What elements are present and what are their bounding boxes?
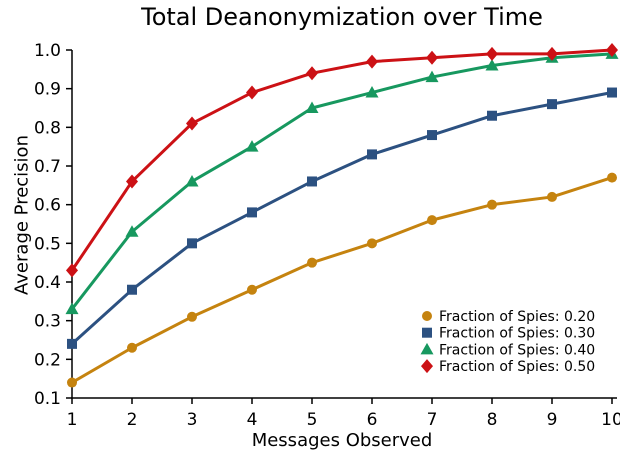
data-point-marker — [486, 46, 498, 61]
y-tick-label: 0.7 — [34, 157, 61, 177]
x-tick-label: 5 — [307, 410, 318, 430]
series-line — [70, 52, 614, 311]
data-point-marker — [126, 174, 138, 189]
data-point-marker — [125, 225, 139, 237]
data-point-marker — [187, 311, 197, 322]
series-line — [70, 176, 614, 385]
data-point-marker — [247, 284, 257, 295]
data-point-marker — [187, 238, 197, 249]
x-tick-label: 3 — [187, 410, 198, 430]
data-point-marker — [185, 174, 199, 187]
data-point-marker — [307, 176, 317, 187]
chart-title: Total Deanonymization over Time — [141, 3, 543, 31]
x-axis-title: Messages Observed — [251, 430, 433, 451]
legend-marker — [422, 311, 432, 321]
data-point-marker — [366, 54, 378, 69]
legend-label: Fraction of Spies: 0.50 — [439, 359, 595, 375]
x-tick-label: 6 — [367, 410, 378, 430]
data-point-marker — [427, 215, 437, 226]
legend-label: Fraction of Spies: 0.20 — [439, 309, 595, 325]
data-point-marker — [546, 46, 558, 61]
series-1 — [67, 87, 617, 349]
legend-item: Fraction of Spies: 0.20 — [422, 309, 595, 325]
y-tick-label: 0.4 — [34, 273, 61, 293]
data-point-marker — [487, 110, 497, 121]
data-point-marker — [67, 377, 77, 388]
data-point-marker — [487, 199, 497, 210]
data-point-marker — [127, 284, 137, 295]
y-tick-label: 1.0 — [34, 41, 61, 61]
data-point-marker — [246, 85, 258, 100]
data-point-marker — [426, 50, 438, 65]
x-tick-label: 7 — [427, 410, 438, 430]
legend-marker — [420, 342, 434, 355]
series-line — [70, 48, 614, 272]
series-2 — [65, 47, 619, 315]
y-tick-label: 0.8 — [34, 118, 61, 138]
x-tick-label: 2 — [127, 410, 138, 430]
data-point-marker — [607, 87, 617, 98]
y-tick-label: 0.6 — [34, 196, 61, 216]
data-point-marker — [367, 238, 377, 249]
data-point-marker — [127, 342, 137, 353]
data-point-marker — [307, 257, 317, 268]
y-tick-label: 0.9 — [34, 80, 61, 100]
data-point-marker — [427, 130, 437, 141]
data-point-marker — [66, 263, 78, 278]
series-0 — [67, 172, 617, 388]
data-point-marker — [186, 116, 198, 131]
data-point-marker — [547, 99, 557, 110]
legend-item: Fraction of Spies: 0.40 — [420, 342, 595, 358]
data-point-marker — [365, 86, 379, 98]
x-tick-label: 10 — [601, 410, 620, 430]
legend-marker — [422, 327, 432, 338]
data-point-marker — [547, 191, 557, 202]
y-tick-label: 0.2 — [34, 350, 61, 370]
x-tick-label: 1 — [67, 410, 78, 430]
y-tick-label: 0.5 — [34, 234, 61, 254]
data-point-marker — [65, 302, 79, 315]
data-point-marker — [245, 140, 259, 152]
x-tick-label: 9 — [547, 410, 558, 430]
legend-marker — [421, 359, 433, 374]
data-point-marker — [305, 101, 319, 113]
y-tick-label: 0.3 — [34, 312, 61, 332]
series-3 — [66, 43, 618, 278]
y-tick-label: 0.1 — [34, 389, 61, 409]
legend-item: Fraction of Spies: 0.30 — [422, 326, 595, 342]
data-point-marker — [425, 70, 439, 83]
data-point-marker — [485, 58, 499, 71]
data-point-marker — [367, 149, 377, 160]
data-point-marker — [306, 66, 318, 81]
legend-item: Fraction of Spies: 0.50 — [421, 359, 595, 375]
data-point-marker — [247, 207, 257, 218]
legend-label: Fraction of Spies: 0.30 — [439, 326, 595, 342]
series-line — [70, 91, 614, 346]
data-point-marker — [606, 43, 618, 57]
data-point-marker — [607, 172, 617, 183]
data-point-marker — [67, 338, 77, 349]
x-tick-label: 4 — [247, 410, 258, 430]
x-tick-label: 8 — [487, 410, 498, 430]
legend-label: Fraction of Spies: 0.40 — [439, 342, 595, 358]
